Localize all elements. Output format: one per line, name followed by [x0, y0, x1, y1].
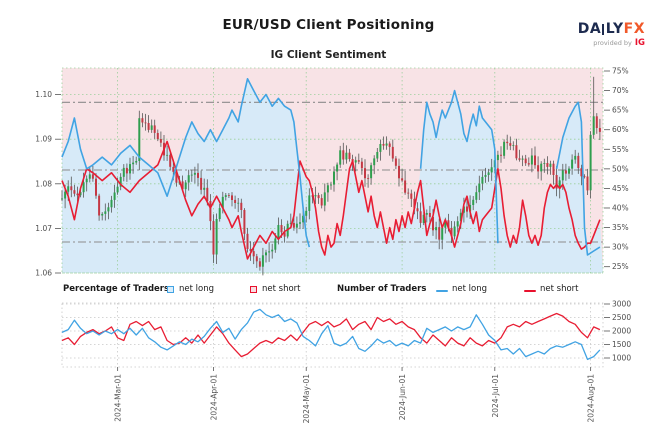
svg-text:1500: 1500 [612, 340, 631, 349]
svg-text:1.08: 1.08 [35, 179, 52, 188]
legend-count-net-long-label: net long [452, 284, 487, 294]
svg-text:3000: 3000 [612, 300, 631, 309]
legend-percentage-of-traders-label: Percentage of Traders [63, 284, 170, 294]
svg-text:1.09: 1.09 [35, 135, 52, 144]
chart-legend: Percentage of Traders net long net short… [0, 284, 657, 298]
svg-text:2000: 2000 [612, 327, 631, 336]
svg-text:50%: 50% [612, 164, 629, 173]
svg-text:75%: 75% [612, 67, 629, 76]
dailyfx-logo: DA LY FX provided by IG [578, 20, 645, 48]
svg-text:70%: 70% [612, 86, 629, 95]
legend-pct-net-short-label: net short [262, 284, 301, 294]
ig-logo: IG [634, 38, 645, 48]
svg-text:40%: 40% [612, 203, 629, 212]
svg-text:45%: 45% [612, 184, 629, 193]
svg-text:2024-Jun-01: 2024-Jun-01 [398, 374, 407, 420]
svg-text:2024-Apr-01: 2024-Apr-01 [209, 374, 218, 421]
logo-part1: DA [577, 21, 602, 37]
svg-text:35%: 35% [612, 223, 629, 232]
svg-text:65%: 65% [612, 106, 629, 115]
dailyfx-wordmark: DA LY FX [578, 22, 645, 36]
svg-text:2024-Aug-01: 2024-Aug-01 [587, 374, 596, 423]
net-long-count-line-icon [436, 289, 448, 292]
net-short-count-line [61, 312, 601, 358]
count-plot-area [61, 302, 604, 368]
svg-text:1.10: 1.10 [35, 90, 52, 99]
net-long-pct-line-1 [419, 89, 499, 244]
net-short-count-line-icon [524, 289, 536, 292]
net-long-pct-swatch-icon [167, 286, 174, 293]
svg-text:2500: 2500 [612, 313, 631, 322]
svg-text:55%: 55% [612, 145, 629, 154]
svg-text:2024-Mar-01: 2024-Mar-01 [114, 374, 123, 422]
svg-text:2024-May-01: 2024-May-01 [302, 374, 311, 424]
net-long-area-fill [62, 78, 603, 273]
trader-count-chart: 3000 2500 2000 1500 1000 2024-Mar-01 2024-Apr-… [61, 300, 632, 423]
provided-by-line: provided by IG [578, 39, 645, 48]
svg-text:30%: 30% [612, 243, 629, 252]
svg-text:60%: 60% [612, 125, 629, 134]
logo-i-bar [602, 23, 605, 35]
legend-count-net-short-label: net short [540, 284, 579, 294]
chart-subtitle: IG Client Sentiment [270, 49, 387, 61]
net-short-pct-swatch-icon [250, 286, 257, 293]
page-title: EUR/USD Client Positioning [222, 17, 435, 33]
net-long-pct-line-2 [555, 101, 601, 256]
count-axis-labels: 3000 2500 2000 1500 1000 2024-Mar-01 2024-Apr-… [114, 300, 632, 423]
svg-text:1000: 1000 [612, 354, 631, 363]
svg-text:2024-Jul-01: 2024-Jul-01 [491, 374, 500, 418]
reference-lines [62, 101, 603, 243]
svg-text:1.06: 1.06 [35, 269, 52, 278]
svg-text:25%: 25% [612, 262, 629, 271]
net-long-count-line [61, 308, 601, 361]
legend-number-of-traders-label: Number of Traders [337, 284, 427, 294]
provided-by-text: provided by [593, 39, 632, 47]
svg-text:1.07: 1.07 [35, 224, 52, 233]
sentiment-price-chart: 1.10 1.09 1.08 1.07 1.06 75% 70% 65% 60% 55% 50% 45… [35, 67, 628, 278]
logo-part2: LY [605, 21, 624, 37]
net-short-pct-line [61, 140, 601, 260]
logo-fx: FX [623, 21, 645, 37]
main-axis-labels: 1.10 1.09 1.08 1.07 1.06 75% 70% 65% 60% 55% 50% 45… [35, 67, 628, 278]
net-long-pct-line-0 [61, 78, 311, 248]
legend-pct-net-long-label: net long [179, 284, 214, 294]
